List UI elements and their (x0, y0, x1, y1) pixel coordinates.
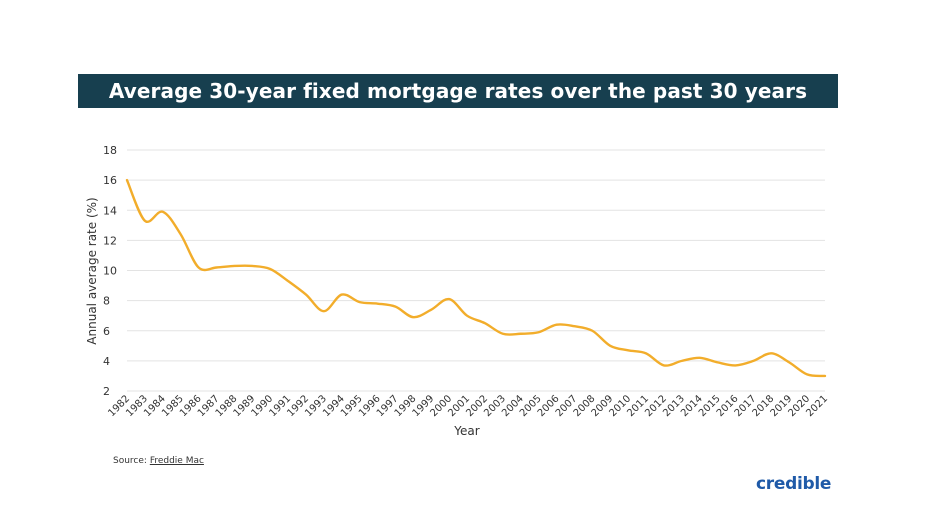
y-tick-label: 18 (103, 144, 117, 157)
chart-title: Average 30-year fixed mortgage rates ove… (108, 79, 808, 103)
x-axis-ticks: 1982198319841985198619871988198919901991… (106, 393, 830, 419)
title-bar: Average 30-year fixed mortgage rates ove… (78, 74, 838, 108)
y-tick-label: 8 (103, 295, 110, 308)
y-tick-label: 6 (103, 325, 110, 338)
series-line (125, 178, 827, 378)
y-tick-label: 10 (103, 265, 117, 278)
source-note: Source: Freddie Mac (113, 456, 204, 466)
y-tick-label: 4 (103, 355, 110, 368)
gridlines (127, 149, 825, 392)
y-axis-title: Annual average rate (%) (85, 197, 99, 344)
source-link[interactable]: Freddie Mac (149, 456, 204, 466)
x-axis-title: Year (453, 424, 479, 438)
credible-logo: credible (756, 474, 832, 494)
source-prefix: Source: (113, 456, 150, 466)
y-tick-label: 14 (103, 204, 117, 217)
y-axis-ticks: 2 4 6 8 10 12 14 16 18 (103, 144, 117, 398)
y-tick-label: 16 (103, 174, 117, 187)
y-tick-label: 2 (103, 385, 110, 398)
y-tick-label: 12 (103, 234, 117, 247)
